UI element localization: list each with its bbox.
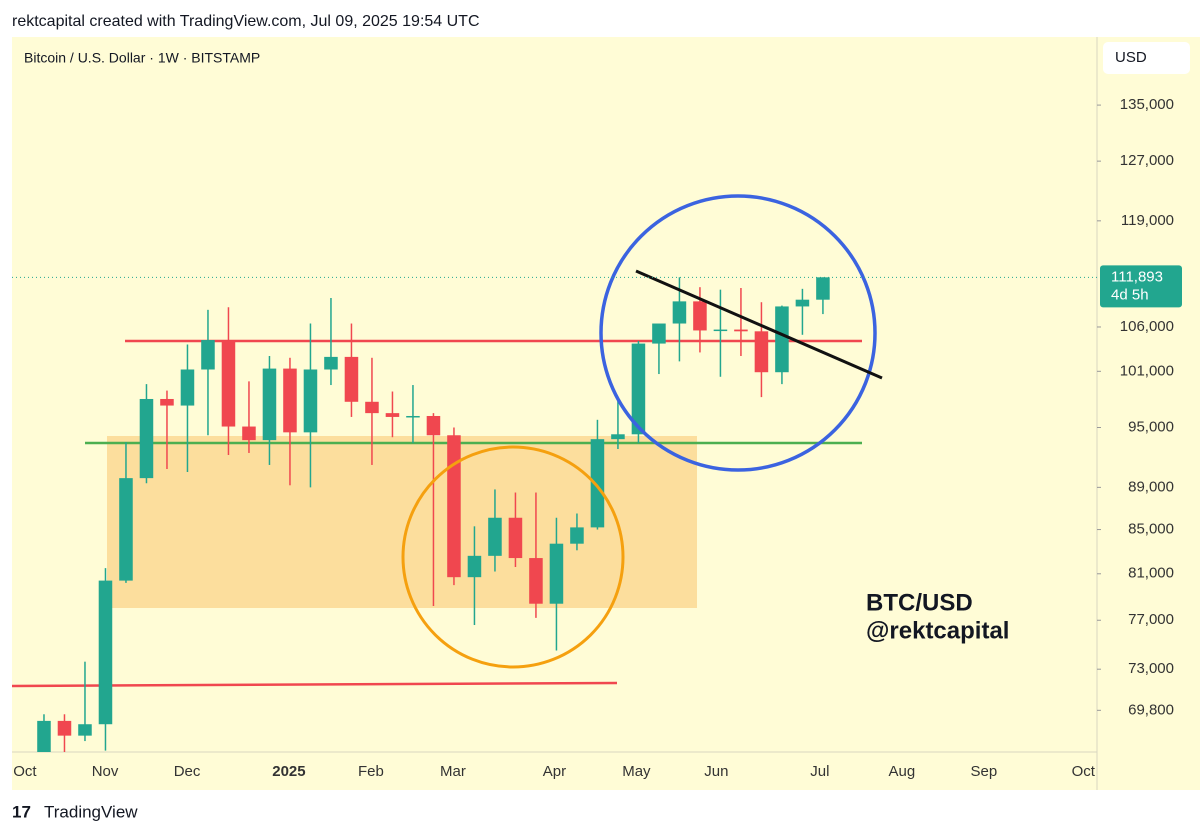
y-tick-label: 119,000	[1121, 212, 1174, 229]
candle-body	[734, 329, 748, 332]
candle-body	[816, 277, 830, 300]
annotation: @rektcapital	[866, 617, 1009, 644]
chart-title: Bitcoin / U.S. Dollar · 1W · BITSTAMP	[24, 50, 260, 66]
y-tick-label: 69,800	[1128, 701, 1174, 718]
lower-line	[11, 681, 618, 688]
y-tick-label: 95,000	[1128, 418, 1174, 435]
candle-body	[467, 555, 482, 578]
y-tick-label: 81,000	[1128, 565, 1174, 582]
candle-body	[406, 415, 420, 418]
candle-body	[672, 301, 687, 324]
candle-body	[78, 724, 92, 736]
currency-box	[1103, 42, 1190, 74]
candle-body	[426, 415, 441, 436]
annotation: BTC/USD	[866, 589, 973, 616]
candle-body	[447, 435, 461, 578]
trend-line	[635, 269, 883, 380]
y-tick-label: 85,000	[1128, 521, 1174, 538]
candle-body	[795, 299, 810, 307]
x-tick-label: Apr	[543, 763, 566, 780]
candle-body	[180, 369, 195, 406]
candle-body	[262, 368, 277, 441]
x-tick-label: Oct	[1072, 763, 1096, 780]
candle-body	[693, 301, 707, 331]
candle-body	[611, 434, 625, 440]
plot-background	[12, 37, 1097, 790]
countdown-label: 4d 5h	[1111, 286, 1149, 303]
logo-mark: 17	[12, 802, 31, 821]
header-text: rektcapital created with TradingView.com…	[12, 13, 480, 30]
candle-body	[119, 478, 133, 581]
candle-body	[713, 329, 728, 332]
candle-body	[201, 340, 215, 370]
y-tick-label: 101,000	[1120, 362, 1174, 379]
x-tick-label: Jul	[810, 763, 829, 780]
y-tick-label: 77,000	[1128, 611, 1174, 628]
candle-body	[160, 398, 174, 406]
candle-body	[365, 401, 379, 414]
candle-body	[283, 368, 297, 433]
x-tick-label: 2025	[272, 763, 305, 780]
last-price-box	[1100, 265, 1182, 308]
blue-circle	[599, 194, 877, 472]
candle-body	[139, 398, 154, 479]
x-tick-label: Dec	[174, 763, 201, 780]
candle-body	[590, 439, 605, 528]
y-tick-label: 106,000	[1120, 318, 1174, 335]
y-tick-label: 73,000	[1128, 660, 1174, 677]
candle-body	[37, 720, 51, 752]
footer-logo: 17 TradingView	[12, 802, 138, 821]
candle-body	[775, 306, 789, 373]
x-tick-label: Nov	[92, 763, 119, 780]
candle-body	[570, 527, 584, 544]
x-tick-label: Jun	[704, 763, 728, 780]
candle-body	[549, 543, 564, 604]
y-tick-label: 135,000	[1120, 96, 1174, 113]
candle-body	[529, 558, 543, 604]
x-tick-label: Feb	[358, 763, 384, 780]
candle-body	[57, 720, 72, 736]
x-tick-label: Oct	[13, 763, 37, 780]
price-axis-background	[1097, 37, 1200, 790]
candle-body	[631, 343, 646, 435]
candles	[37, 277, 830, 752]
candle-body	[754, 331, 769, 373]
x-tick-label: May	[622, 763, 651, 780]
candle-body	[98, 580, 113, 725]
x-tick-label: Mar	[440, 763, 466, 780]
x-tick-label: Sep	[970, 763, 997, 780]
last-price-label: 111,893	[1111, 268, 1163, 285]
y-tick-label: 89,000	[1128, 478, 1174, 495]
orange-circle	[401, 445, 625, 669]
x-tick-label: Aug	[889, 763, 916, 780]
candle-body	[344, 356, 359, 402]
candle-body	[652, 323, 666, 344]
y-tick-label: 127,000	[1120, 152, 1174, 169]
candle-body	[488, 517, 502, 556]
candle-body	[221, 340, 236, 427]
range-box	[107, 436, 697, 608]
candle-body	[385, 413, 400, 417]
footer-text: TradingView	[44, 802, 138, 821]
candle-body	[303, 369, 318, 433]
candle-body	[324, 356, 338, 370]
currency-label: USD	[1115, 49, 1147, 66]
candle-body	[508, 517, 523, 559]
candle-body	[242, 426, 256, 441]
